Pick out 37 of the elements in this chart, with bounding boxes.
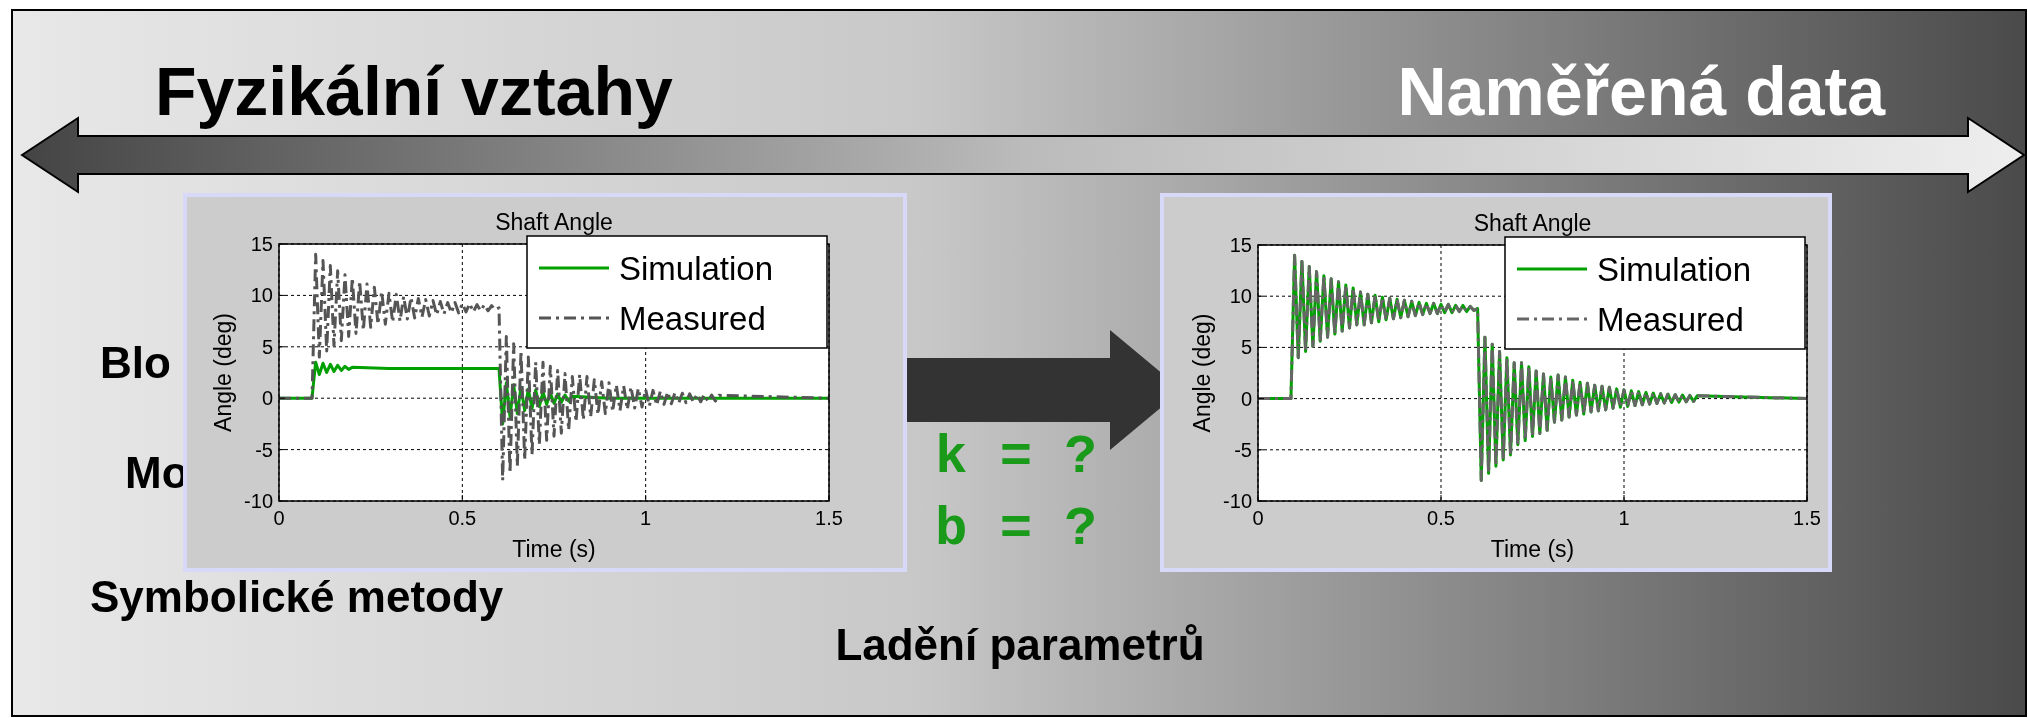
text: Blo [100, 338, 171, 387]
y-tick-label: 10 [250, 284, 273, 307]
text: Symbolické metody [90, 572, 504, 621]
x-tick-label: 1.5 [1793, 507, 1821, 529]
y-axis-title: Angle (deg) [210, 313, 236, 432]
y-tick-label: 15 [250, 233, 273, 255]
legend-label: Simulation [619, 250, 774, 287]
x-tick-label: 1 [640, 507, 652, 529]
text: b = ? [935, 499, 1098, 560]
text: Ladění parametrů [835, 620, 1205, 669]
y-tick-label: -5 [1234, 438, 1252, 461]
x-tick-label: 1.5 [815, 507, 843, 529]
x-axis-title: Time (s) [512, 536, 596, 562]
y-tick-label: 5 [1240, 336, 1252, 359]
line-series [277, 252, 831, 482]
y-tick-label: -10 [244, 490, 273, 512]
line-series [1256, 253, 1809, 483]
chart-title: Shaft Angle [1473, 210, 1592, 236]
x-axis-title: Time (s) [1490, 536, 1575, 562]
legend-label: Measured [619, 300, 766, 337]
x-tick-label: 0.5 [448, 507, 477, 529]
legend-label: Simulation [1597, 251, 1752, 288]
text: k = ? [935, 427, 1098, 488]
y-axis-title: Angle (deg) [1189, 313, 1215, 433]
y-tick-label: 0 [1240, 387, 1252, 410]
y-tick-label: -5 [255, 438, 273, 461]
y-tick-label: -10 [1223, 490, 1252, 512]
chart-title: Shaft Angle [495, 209, 613, 235]
y-tick-label: 10 [1229, 285, 1252, 308]
text: Fyzikální vztahy [155, 53, 673, 129]
y-tick-label: 15 [1229, 234, 1252, 256]
y-tick-label: 5 [261, 335, 273, 358]
x-tick-label: 0.5 [1427, 507, 1455, 529]
y-tick-label: 0 [261, 387, 273, 410]
x-tick-label: 1 [1618, 507, 1630, 529]
legend-label: Measured [1597, 301, 1744, 338]
text: Naměřená data [1397, 53, 1887, 129]
